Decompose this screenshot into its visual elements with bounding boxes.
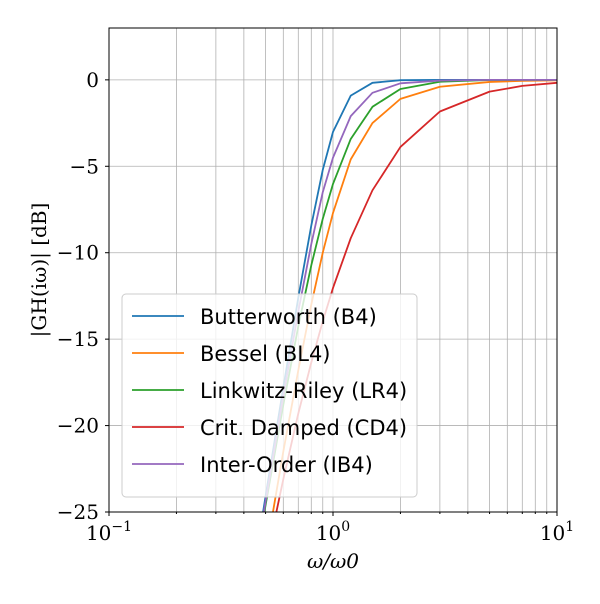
legend-label: Linkwitz-Riley (LR4) <box>200 379 407 403</box>
y-tick-label: −25 <box>57 500 99 524</box>
legend-label: Crit. Damped (CD4) <box>200 416 407 440</box>
y-tick-label: 0 <box>86 68 99 92</box>
y-tick-label: −10 <box>57 241 99 265</box>
x-tick-base: 10 <box>316 521 341 545</box>
legend-label: Bessel (BL4) <box>200 342 331 366</box>
x-tick-base: 10 <box>540 521 565 545</box>
x-tick-base: 10 <box>86 521 111 545</box>
y-tick-label: −15 <box>57 327 99 351</box>
ticks: 10−1 100 101−25−20−15−10−50 <box>57 68 574 545</box>
x-tick-exponent: 0 <box>341 519 350 535</box>
legend: Butterworth (B4) Bessel (BL4) Linkwitz-Ril… <box>121 293 418 498</box>
x-tick-label: 100 <box>316 519 350 545</box>
x-tick-label: 101 <box>540 519 574 545</box>
x-tick-label: 10−1 <box>86 519 132 545</box>
x-axis-label: ω/ω0 <box>307 549 359 573</box>
legend-label: Inter-Order (IB4) <box>200 453 373 477</box>
y-tick-label: −20 <box>57 414 99 438</box>
legend-box <box>121 293 418 498</box>
legend-label: Butterworth (B4) <box>200 305 377 329</box>
y-tick-label: −5 <box>70 154 99 178</box>
y-axis-label: |GH(iω)| [dB] <box>27 203 52 338</box>
x-tick-exponent: 1 <box>565 519 574 535</box>
x-tick-exponent: −1 <box>111 519 132 535</box>
